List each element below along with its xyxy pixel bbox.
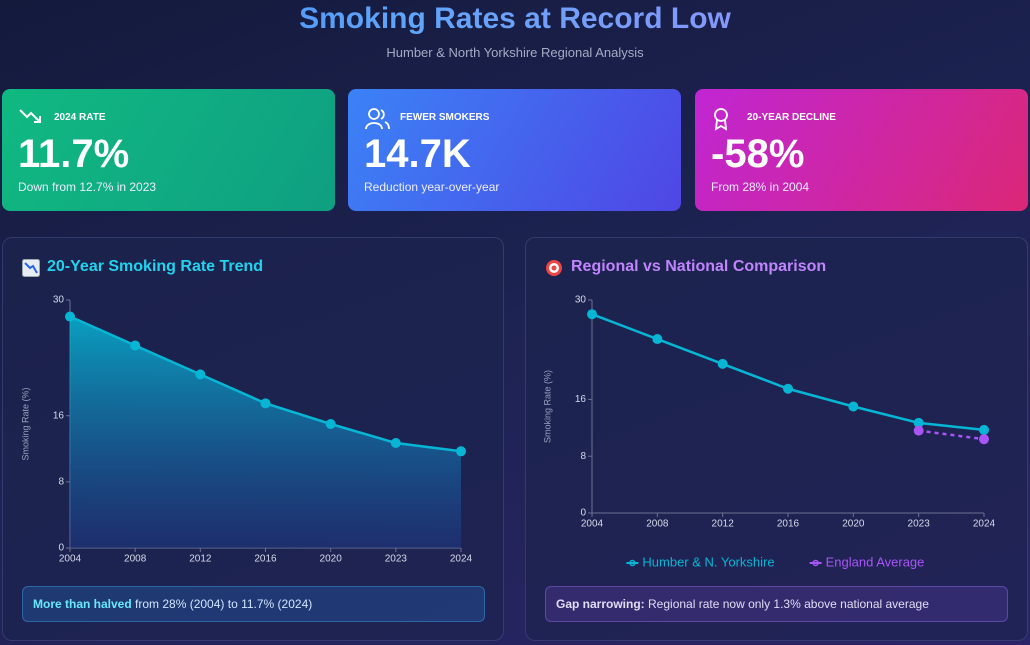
card-value: 11.7% bbox=[18, 132, 130, 176]
card: 2024 RATE 11.7% Down from 12.7% in 2023 bbox=[2, 89, 335, 211]
x-tick-label: 2012 bbox=[189, 554, 212, 565]
x-tick-label: 2016 bbox=[254, 554, 277, 565]
point bbox=[979, 424, 989, 435]
title-icon bbox=[22, 259, 40, 277]
x-tick-label: 2023 bbox=[908, 519, 931, 530]
note-text: from 28% (2004) to 11.7% (2024) bbox=[135, 597, 313, 611]
x-tick-label: 2024 bbox=[973, 519, 996, 530]
point bbox=[717, 358, 728, 369]
note-bold: Gap narrowing: bbox=[556, 597, 645, 611]
card-note: Down from 12.7% in 2023 bbox=[18, 180, 157, 194]
point bbox=[260, 398, 271, 409]
legend-marker bbox=[812, 559, 819, 567]
point bbox=[456, 446, 466, 457]
card-value: 14.7K bbox=[364, 132, 471, 176]
note: More than halved from 28% (2004) to 11.7… bbox=[22, 586, 485, 622]
point bbox=[65, 311, 75, 322]
title-icon bbox=[546, 260, 562, 276]
note: Gap narrowing: Regional rate now only 1.… bbox=[545, 586, 1008, 622]
card: 20-YEAR DECLINE -58% From 28% in 2004 bbox=[695, 89, 1028, 211]
card-note: Reduction year-over-year bbox=[364, 180, 500, 194]
y-tick-label: 8 bbox=[580, 451, 586, 462]
area bbox=[70, 316, 461, 548]
card-label: FEWER SMOKERS bbox=[400, 112, 490, 123]
chart-title: 20-Year Smoking Rate Trend bbox=[47, 258, 264, 275]
x-tick-label: 2024 bbox=[450, 554, 473, 565]
y-tick-label: 16 bbox=[575, 394, 587, 405]
card: FEWER SMOKERS 14.7K Reduction year-over-… bbox=[348, 89, 681, 211]
y-tick-label: 0 bbox=[580, 508, 586, 519]
point bbox=[652, 334, 663, 345]
point bbox=[913, 417, 924, 428]
x-tick-label: 2020 bbox=[320, 554, 343, 565]
y-tick-label: 16 bbox=[53, 410, 65, 421]
y-axis-title: Smoking Rate (%) bbox=[542, 370, 552, 443]
icon bbox=[19, 109, 41, 123]
x-tick-label: 2004 bbox=[581, 519, 604, 530]
point bbox=[130, 340, 141, 351]
x-tick-label: 2004 bbox=[59, 554, 82, 565]
note-bold: More than halved bbox=[33, 597, 132, 611]
point bbox=[390, 438, 401, 449]
card-value: -58% bbox=[711, 132, 805, 176]
subtitle: Humber & North Yorkshire Regional Analys… bbox=[386, 45, 644, 60]
y-axis-title: Smoking Rate (%) bbox=[20, 387, 30, 460]
x-tick-label: 2012 bbox=[712, 519, 735, 530]
y-tick-label: 30 bbox=[575, 295, 587, 306]
point bbox=[325, 419, 336, 429]
y-tick-label: 0 bbox=[58, 543, 64, 554]
card-label: 2024 RATE bbox=[54, 112, 106, 123]
line bbox=[918, 429, 985, 441]
y-tick-label: 8 bbox=[58, 477, 64, 488]
icon bbox=[365, 108, 390, 130]
point bbox=[913, 425, 924, 436]
y-tick-label: 30 bbox=[53, 295, 65, 306]
x-tick-label: 2020 bbox=[842, 519, 865, 530]
point bbox=[195, 369, 206, 380]
note-text: Regional rate now only 1.3% above nation… bbox=[648, 597, 929, 611]
point bbox=[979, 434, 989, 445]
legend-label: England Average bbox=[826, 554, 925, 569]
x-tick-label: 2016 bbox=[777, 519, 800, 530]
x-tick-label: 2023 bbox=[385, 554, 408, 565]
card-label: 20-YEAR DECLINE bbox=[747, 112, 836, 123]
x-tick-label: 2008 bbox=[124, 554, 147, 565]
legend-marker bbox=[629, 559, 636, 567]
point bbox=[783, 383, 793, 394]
legend-label: Humber & N. Yorkshire bbox=[642, 554, 774, 569]
line bbox=[591, 313, 985, 432]
card-note: From 28% in 2004 bbox=[711, 180, 810, 194]
chart-title: Regional vs National Comparison bbox=[571, 258, 827, 275]
point bbox=[587, 309, 597, 320]
panel bbox=[525, 237, 1028, 641]
title: Smoking Rates at Record Low bbox=[0, 2, 1030, 36]
icon bbox=[714, 108, 728, 131]
point bbox=[848, 401, 859, 412]
x-tick-label: 2008 bbox=[646, 519, 669, 530]
